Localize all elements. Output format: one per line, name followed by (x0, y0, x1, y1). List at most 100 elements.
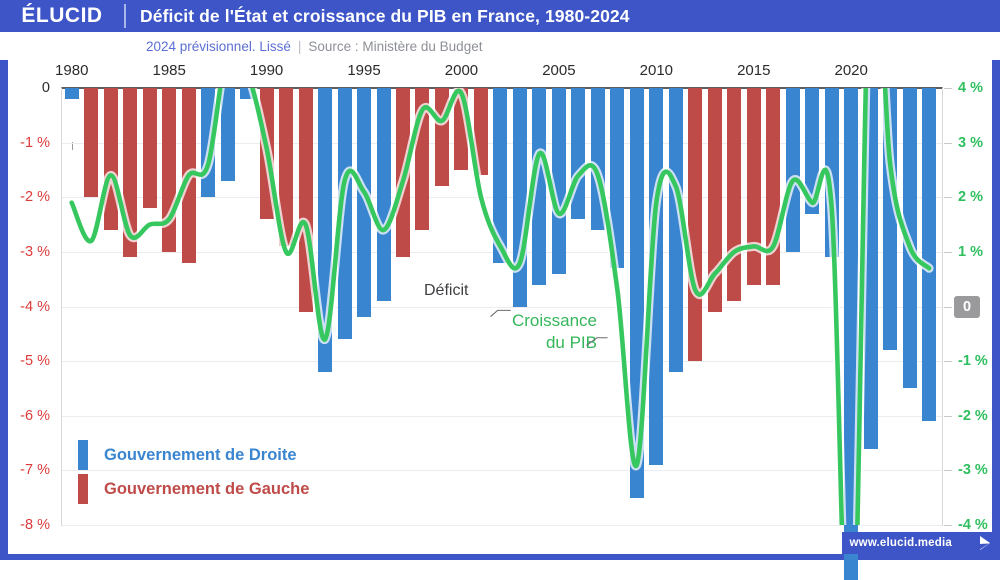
bar-2017 (785, 88, 800, 252)
bar-2015 (746, 88, 761, 285)
legend-swatch-right (78, 440, 88, 470)
y-left-tick-label: -5 % (20, 353, 50, 370)
y-right-tick-label: -1 % (958, 353, 988, 370)
bar-2009 (629, 88, 644, 498)
y-right-tick-label: -2 % (958, 407, 988, 424)
annotation-croissance-line1: Croissance (511, 311, 597, 330)
y-axis-right: 4 % 3 % 2 % 1 % 0 -1 % -2 % -3 % -4 % (944, 80, 1000, 533)
bar-2008 (610, 88, 625, 269)
bar-2005 (551, 88, 566, 274)
brand-separator (124, 4, 126, 28)
watermark-text: www.elucid.media (849, 537, 952, 549)
bar-2020 (844, 88, 859, 580)
y-right-tick-label: -4 % (958, 517, 988, 533)
subtitle-note: 2024 prévisionnel. Lissé (146, 38, 291, 54)
bar-2022 (883, 88, 898, 351)
y-right-zero-badge: 0 (954, 295, 981, 318)
gridline (62, 306, 942, 308)
gridline (62, 415, 942, 417)
y-right-tick (944, 415, 952, 417)
bar-2021 (863, 88, 878, 449)
bar-2006 (571, 88, 586, 220)
legend-swatch-left (78, 474, 88, 504)
y-right-tick-label: 2 % (958, 189, 983, 206)
frame-bottom-border (0, 554, 1000, 560)
bar-1982 (103, 88, 118, 231)
bar-1990 (259, 88, 274, 220)
bar-2002 (493, 88, 508, 263)
y-left-tick-label: -1 % (20, 134, 50, 151)
brand-logo: ÉLUCID (21, 4, 103, 27)
subtitle-separator: | (297, 38, 302, 54)
bar-2018 (805, 88, 820, 214)
bar-1986 (181, 88, 196, 263)
annotation-croissance: Croissance du PIB (487, 310, 597, 354)
x-tick-label-2000: 2000 (444, 62, 479, 79)
bar-1996 (376, 88, 391, 302)
bar-2001 (473, 88, 488, 176)
bar-2014 (727, 88, 742, 302)
subtitle-row: 2024 prévisionnel. Lissé | Source : Mini… (0, 32, 1000, 60)
y-right-tick-label: 4 % (958, 80, 983, 96)
bar-2013 (707, 88, 722, 312)
bar-2000 (454, 88, 469, 170)
bar-2003 (512, 88, 527, 307)
bar-2019 (824, 88, 839, 258)
y-right-tick (944, 251, 952, 253)
annotation-deficit: Déficit (424, 282, 469, 299)
gridline (62, 361, 942, 363)
bar-1989 (240, 88, 255, 99)
y-left-tick-label: -2 % (20, 189, 50, 206)
x-tick-label-2010: 2010 (639, 62, 674, 79)
legend-label-right: Gouvernement de Droite (104, 445, 297, 464)
y-left-tick-label: -3 % (20, 243, 50, 260)
x-axis-labels: 1980 1985 1990 1995 2000 2005 2010 2015 2020 (0, 62, 1000, 150)
annotation-croissance-line2: du PIB (545, 333, 597, 352)
bar-2016 (766, 88, 781, 285)
x-tick-label-1980: 1980 (55, 62, 89, 79)
subtitle-source: Source : Ministère du Budget (308, 38, 483, 54)
header-bar: ÉLUCID Déficit de l'État et croissance d… (0, 0, 1000, 32)
bar-2023 (902, 88, 917, 389)
bar-2012 (688, 88, 703, 362)
y-right-tick (944, 361, 952, 363)
x-tick-label-1985: 1985 (152, 62, 186, 79)
legend: Gouvernement de Droite Gouvernement de Ga… (78, 438, 309, 506)
y-left-tick-label: -4 % (20, 298, 50, 315)
y-right-tick (944, 88, 952, 89)
bar-1987 (201, 88, 216, 198)
bar-1991 (279, 88, 294, 247)
frame-left-border (0, 0, 8, 560)
y-right-tick (944, 470, 952, 472)
bar-2004 (532, 88, 547, 285)
legend-item-right[interactable]: Gouvernement de Droite (78, 438, 309, 472)
bar-1980 (64, 88, 79, 99)
legend-label-left: Gouvernement de Gauche (104, 479, 310, 498)
legend-item-left[interactable]: Gouvernement de Gauche (78, 472, 309, 506)
bar-2007 (590, 88, 605, 231)
y-right-tick-label: 1 % (958, 243, 983, 260)
bar-2024 (922, 88, 937, 422)
y-right-tick (944, 525, 952, 526)
bar-1993 (318, 88, 333, 373)
arrow-icon (956, 536, 990, 550)
y-right-tick (944, 197, 952, 199)
bar-1985 (162, 88, 177, 252)
y-axis-left: 0 -1 % -2 % -3 % -4 % -5 % -6 % -7 % -8 % (0, 80, 56, 533)
x-tick-label-2015: 2015 (737, 62, 771, 79)
y-left-tick-label: -6 % (20, 407, 50, 424)
gridline (62, 525, 942, 526)
watermark: www.elucid.media (841, 532, 992, 554)
bar-1997 (396, 88, 410, 258)
bar-1995 (357, 88, 372, 318)
bar-1988 (220, 88, 235, 181)
y-left-tick-label: -7 % (20, 462, 50, 479)
page-title: Déficit de l'État et croissance du PIB e… (140, 5, 630, 26)
bar-1998 (415, 88, 430, 231)
bar-1981 (84, 88, 99, 198)
bar-1999 (434, 88, 449, 187)
y-right-tick (944, 142, 952, 144)
bar-1983 (123, 88, 138, 258)
bar-2010 (649, 88, 664, 465)
